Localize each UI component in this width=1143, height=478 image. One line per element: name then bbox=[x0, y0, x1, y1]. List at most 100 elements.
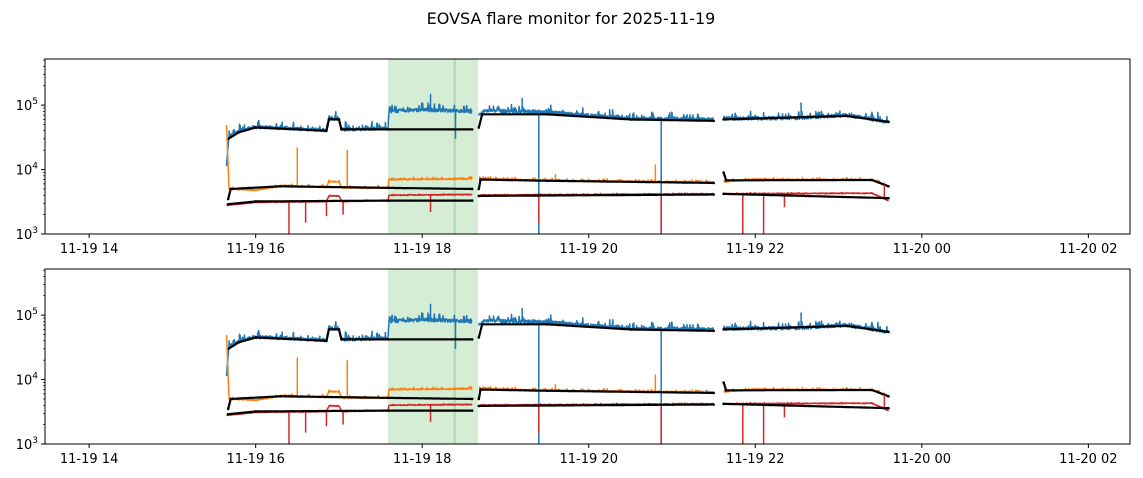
series-line bbox=[227, 395, 473, 410]
series-point bbox=[237, 130, 241, 134]
x-tick-label: 11-20 00 bbox=[893, 242, 951, 257]
series-line bbox=[722, 172, 889, 188]
series-point bbox=[229, 397, 232, 401]
x-tick-label: 11-20 00 bbox=[893, 452, 951, 467]
x-tick-label: 11-19 20 bbox=[560, 452, 618, 467]
series-point bbox=[887, 196, 890, 200]
series-red-smooth bbox=[226, 192, 890, 206]
series-point bbox=[480, 323, 484, 326]
axes-frame bbox=[44, 268, 1131, 445]
axes-frame bbox=[44, 58, 1131, 235]
series-line bbox=[477, 388, 714, 400]
series-point bbox=[254, 126, 257, 129]
series-red-raw bbox=[225, 394, 889, 444]
series-point bbox=[722, 192, 725, 196]
y-tick-label: 104 bbox=[16, 162, 39, 179]
series-orange-smooth bbox=[226, 171, 890, 201]
plot-area bbox=[225, 303, 890, 444]
panel-top: 11-19 14 11-19 16 11-19 18 11-19 20 11-19 22… bbox=[16, 58, 1131, 257]
series-point bbox=[712, 329, 715, 333]
series-point bbox=[712, 193, 715, 196]
series-line bbox=[477, 113, 714, 128]
series-line bbox=[227, 409, 473, 416]
series-point bbox=[386, 409, 390, 412]
series-point bbox=[477, 397, 481, 401]
x-tick-label: 11-19 22 bbox=[726, 242, 784, 257]
series-point bbox=[712, 181, 715, 185]
series-line bbox=[227, 185, 473, 200]
series-point bbox=[340, 128, 343, 131]
series-orange-smooth bbox=[226, 381, 890, 411]
series-line bbox=[723, 192, 889, 200]
series-line bbox=[722, 382, 889, 398]
series-point bbox=[386, 199, 390, 202]
x-tick-label: 11-19 16 bbox=[226, 452, 284, 467]
series-point bbox=[254, 410, 257, 413]
series-point bbox=[325, 339, 328, 343]
series-line bbox=[478, 103, 715, 122]
series-point bbox=[545, 179, 549, 183]
series-point bbox=[845, 114, 849, 118]
x-tick-label: 11-19 14 bbox=[60, 242, 118, 257]
series-line bbox=[227, 328, 473, 350]
x-tick-label: 11-19 22 bbox=[726, 452, 784, 467]
series-point bbox=[470, 128, 474, 131]
series-point bbox=[337, 118, 341, 121]
flare-span bbox=[388, 59, 479, 234]
series-point bbox=[237, 340, 241, 344]
series-point bbox=[887, 406, 890, 410]
x-tick-label: 11-20 02 bbox=[1059, 452, 1117, 467]
series-point bbox=[479, 388, 482, 391]
series-point bbox=[870, 178, 874, 182]
series-point bbox=[545, 113, 549, 116]
series-point bbox=[722, 328, 725, 331]
series-point bbox=[226, 407, 230, 411]
y-tick-label: 103 bbox=[16, 436, 38, 453]
series-point bbox=[325, 129, 328, 133]
series-point bbox=[226, 202, 230, 206]
series-point bbox=[386, 396, 390, 400]
series-point bbox=[887, 120, 890, 124]
series-point bbox=[279, 184, 282, 188]
series-point bbox=[470, 409, 474, 412]
series-point bbox=[722, 171, 725, 174]
series-line bbox=[477, 178, 714, 190]
x-tick-label: 11-19 18 bbox=[393, 452, 451, 467]
series-line bbox=[723, 386, 889, 398]
series-point bbox=[254, 200, 257, 203]
figure-title: EOVSA flare monitor for 2025-11-19 bbox=[427, 9, 716, 28]
series-point bbox=[229, 187, 232, 191]
series-point bbox=[722, 381, 725, 384]
series-point bbox=[870, 388, 874, 392]
series-point bbox=[327, 118, 331, 121]
series-point bbox=[712, 119, 715, 123]
series-point bbox=[722, 118, 725, 121]
series-point bbox=[470, 187, 474, 191]
series-point bbox=[887, 330, 890, 334]
y-tick-label: 104 bbox=[16, 372, 39, 389]
series-point bbox=[712, 391, 715, 395]
series-point bbox=[386, 128, 390, 131]
panel-bottom: 11-19 14 11-19 16 11-19 18 11-19 20 11-19 22… bbox=[16, 268, 1131, 467]
series-line bbox=[723, 324, 889, 333]
series-blue-smooth bbox=[226, 113, 890, 141]
series-point bbox=[470, 338, 474, 341]
plot-area bbox=[225, 93, 890, 234]
series-point bbox=[479, 178, 482, 181]
series-point bbox=[327, 328, 331, 331]
x-tick-label: 11-20 02 bbox=[1059, 242, 1117, 257]
series-point bbox=[887, 184, 890, 188]
series-point bbox=[340, 338, 343, 341]
series-line bbox=[723, 402, 889, 410]
series-point bbox=[226, 412, 230, 416]
series-line bbox=[478, 193, 714, 197]
series-point bbox=[480, 113, 484, 116]
series-point bbox=[724, 179, 728, 182]
series-line bbox=[723, 114, 889, 123]
series-line bbox=[477, 323, 714, 338]
series-point bbox=[386, 186, 390, 190]
series-line bbox=[227, 199, 473, 206]
series-point bbox=[477, 194, 481, 198]
series-point bbox=[629, 328, 632, 331]
series-point bbox=[226, 197, 230, 201]
